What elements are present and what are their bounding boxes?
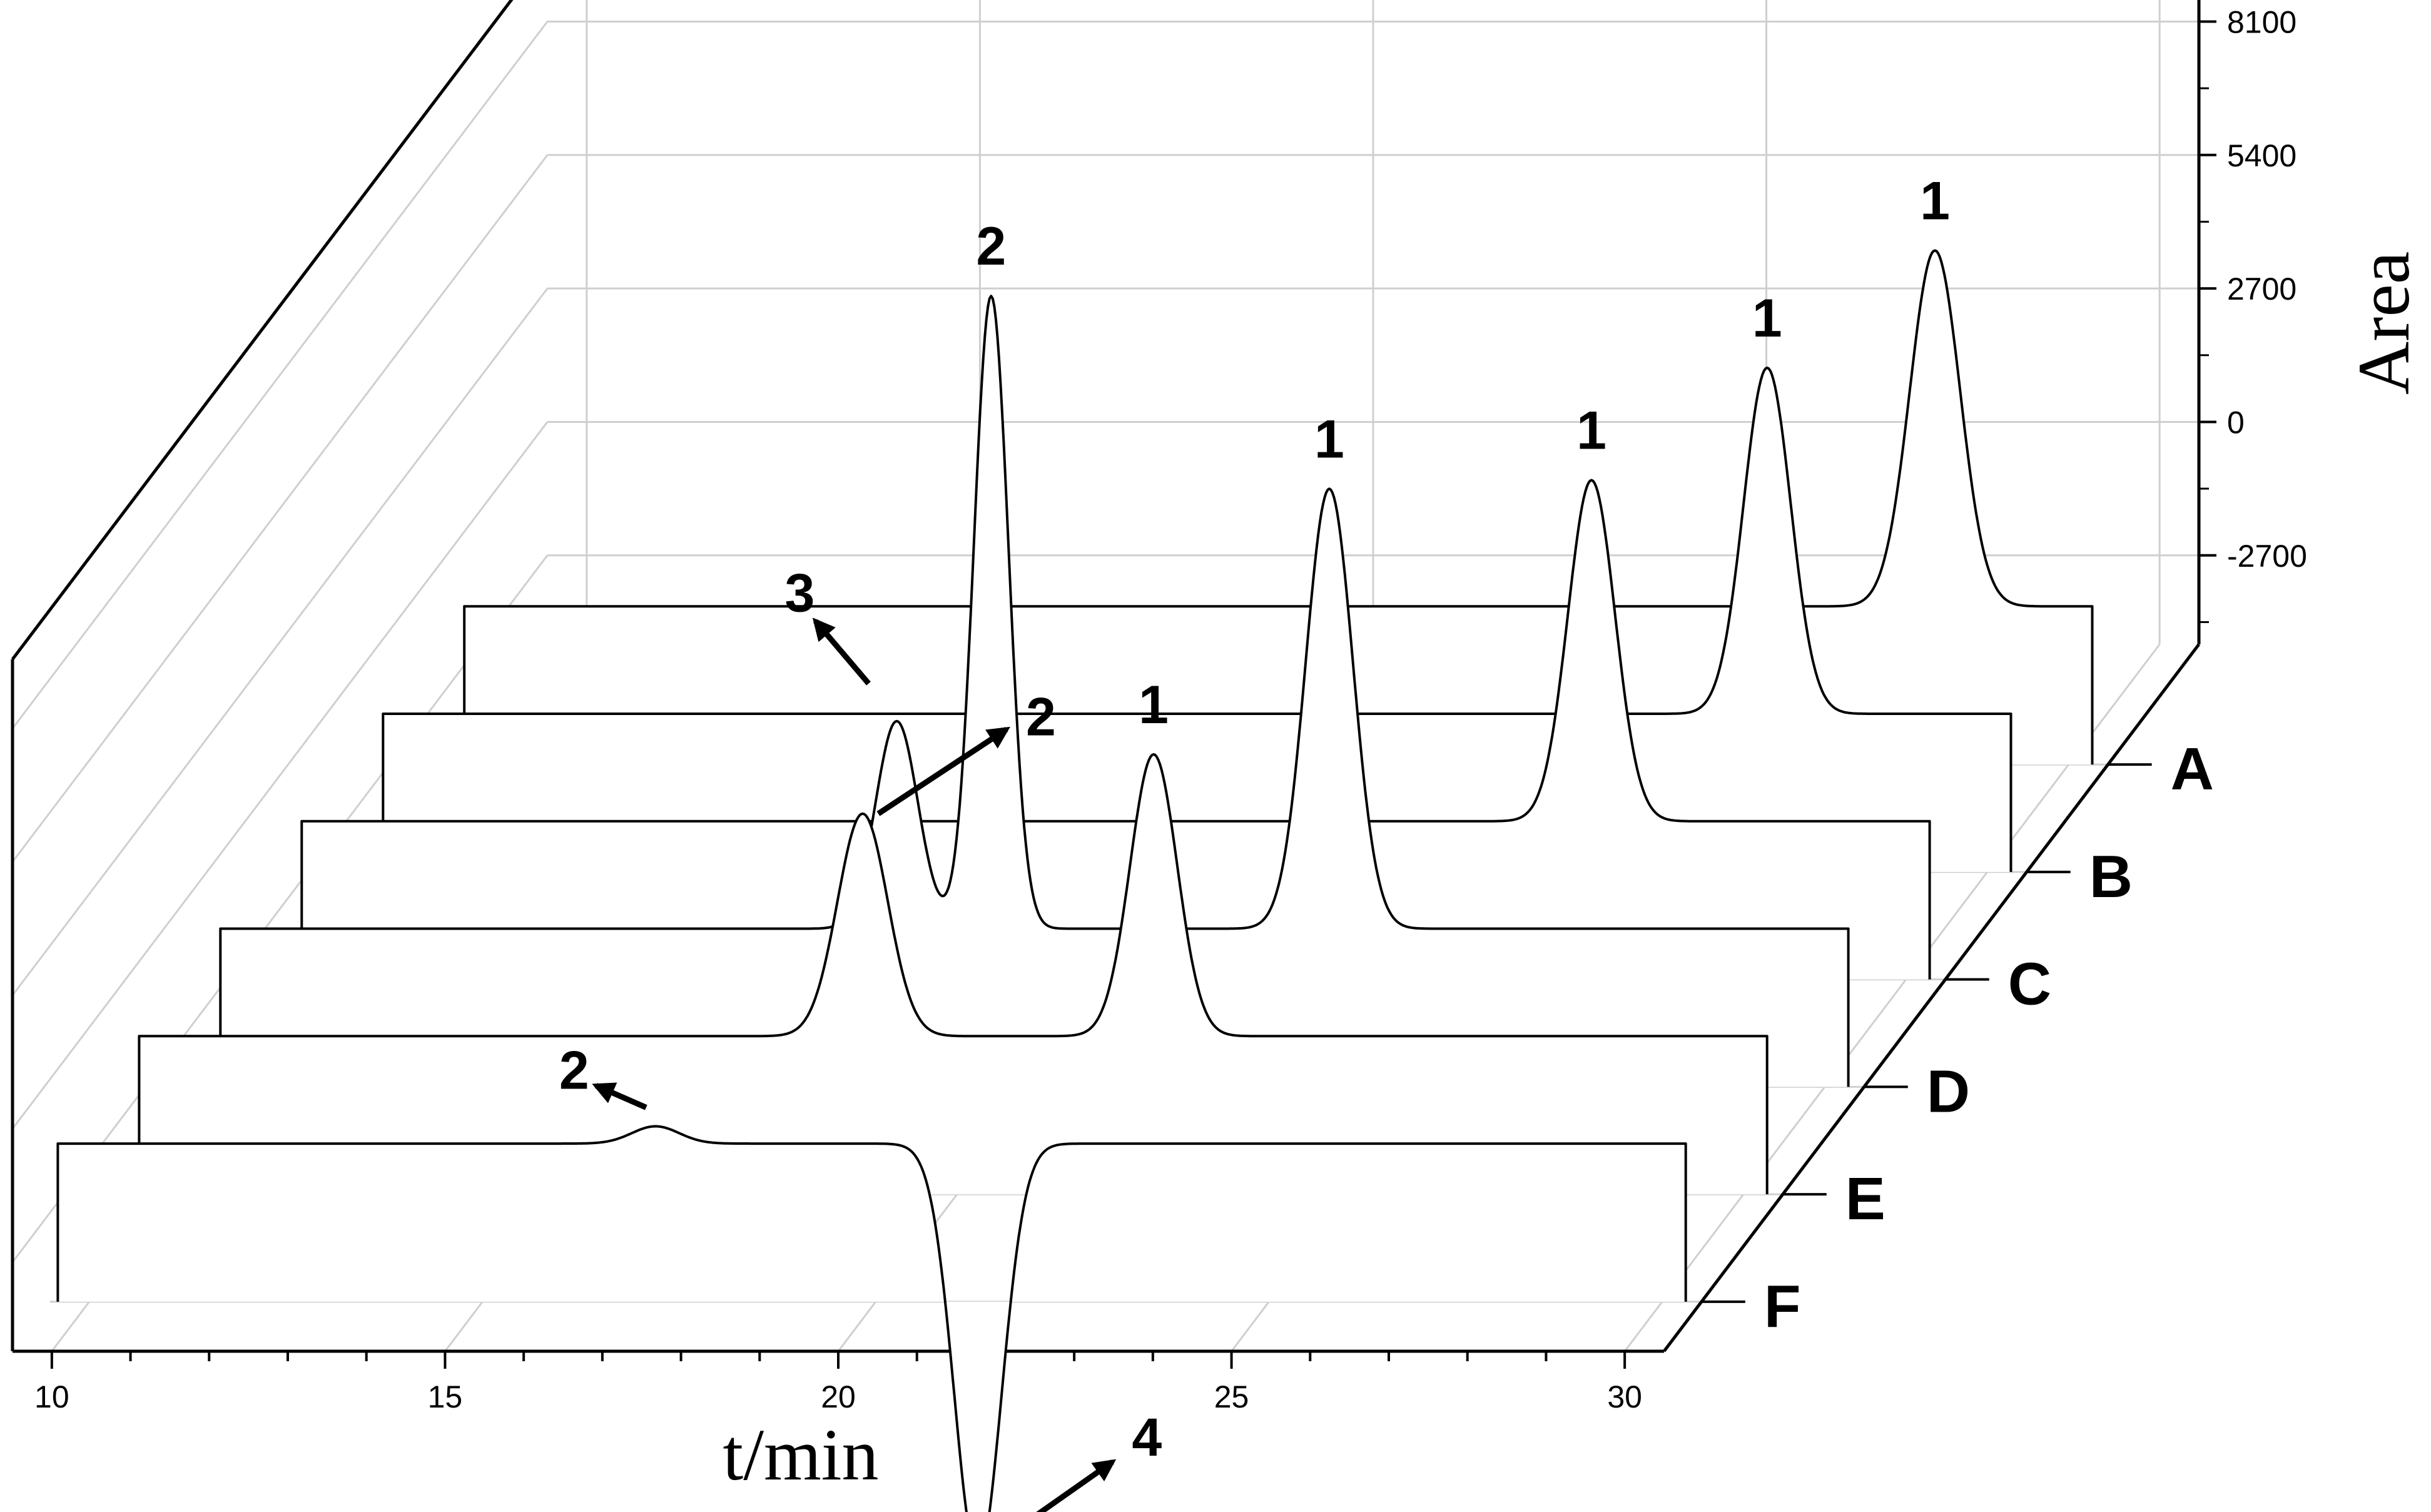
- axis-frame: [11, 0, 2216, 1369]
- z-tick-label: 5400: [2227, 138, 2297, 173]
- peak-label: 1: [1576, 401, 1606, 461]
- x-tick-label: 15: [428, 1379, 463, 1414]
- series-axis-label: A: [2171, 736, 2214, 803]
- series-axis-label: F: [1764, 1273, 1801, 1340]
- trace-F: [56, 1125, 1687, 1512]
- annotation-label: 2: [1026, 688, 1056, 748]
- annotation-label: 2: [559, 1040, 589, 1100]
- series-axis-label: D: [1927, 1058, 1970, 1125]
- z-tick-label: 2700: [2227, 271, 2297, 307]
- z-axis-title: Area: [2343, 251, 2425, 395]
- z-tick-label: -2700: [2227, 539, 2307, 574]
- top-left-edge: [11, 0, 514, 661]
- trace-A: [463, 249, 2094, 765]
- peak-label: 2: [976, 216, 1006, 277]
- side-wall-gridline: [11, 288, 549, 997]
- trace-D: [219, 295, 1850, 1087]
- side-wall-gridline: [11, 421, 549, 1130]
- peak-label: 1: [1139, 675, 1169, 735]
- side-wall-gridline: [11, 21, 549, 729]
- side-wall-gridline: [11, 154, 549, 863]
- annotation-label: 3: [785, 564, 815, 624]
- series-axis-label: B: [2089, 843, 2133, 910]
- x-axis-title: t/min: [723, 1414, 878, 1496]
- trace-C: [300, 479, 1931, 980]
- x-tick-label: 20: [821, 1379, 856, 1414]
- x-tick-label: 30: [1607, 1379, 1642, 1414]
- depth-axis-line: [1663, 643, 2200, 1352]
- trace-E: [138, 753, 1769, 1195]
- annotation-arrow: [876, 726, 1010, 816]
- peak-label: 1: [1314, 409, 1344, 469]
- peak-label: 1: [1920, 171, 1950, 231]
- annotation-arrow: [812, 617, 871, 686]
- label-layer: 10 15 20 25 30 -2700 0 2700 5400 8100 t/min Area ABC…: [34, 4, 2425, 1512]
- peak-label: 1: [1752, 288, 1782, 348]
- annotation-label: 4: [1132, 1408, 1162, 1468]
- series-axis-label: E: [1845, 1165, 1885, 1232]
- x-tick-label: 25: [1214, 1379, 1249, 1414]
- annotation-arrow: [1036, 1459, 1117, 1512]
- x-tick-label: 10: [34, 1379, 69, 1414]
- z-tick-label: 8100: [2227, 4, 2297, 39]
- trace-layer: [56, 249, 2094, 1512]
- annotation-arrow: [592, 1082, 647, 1110]
- series-axis-label: C: [2008, 951, 2051, 1018]
- z-tick-label: 0: [2227, 405, 2245, 440]
